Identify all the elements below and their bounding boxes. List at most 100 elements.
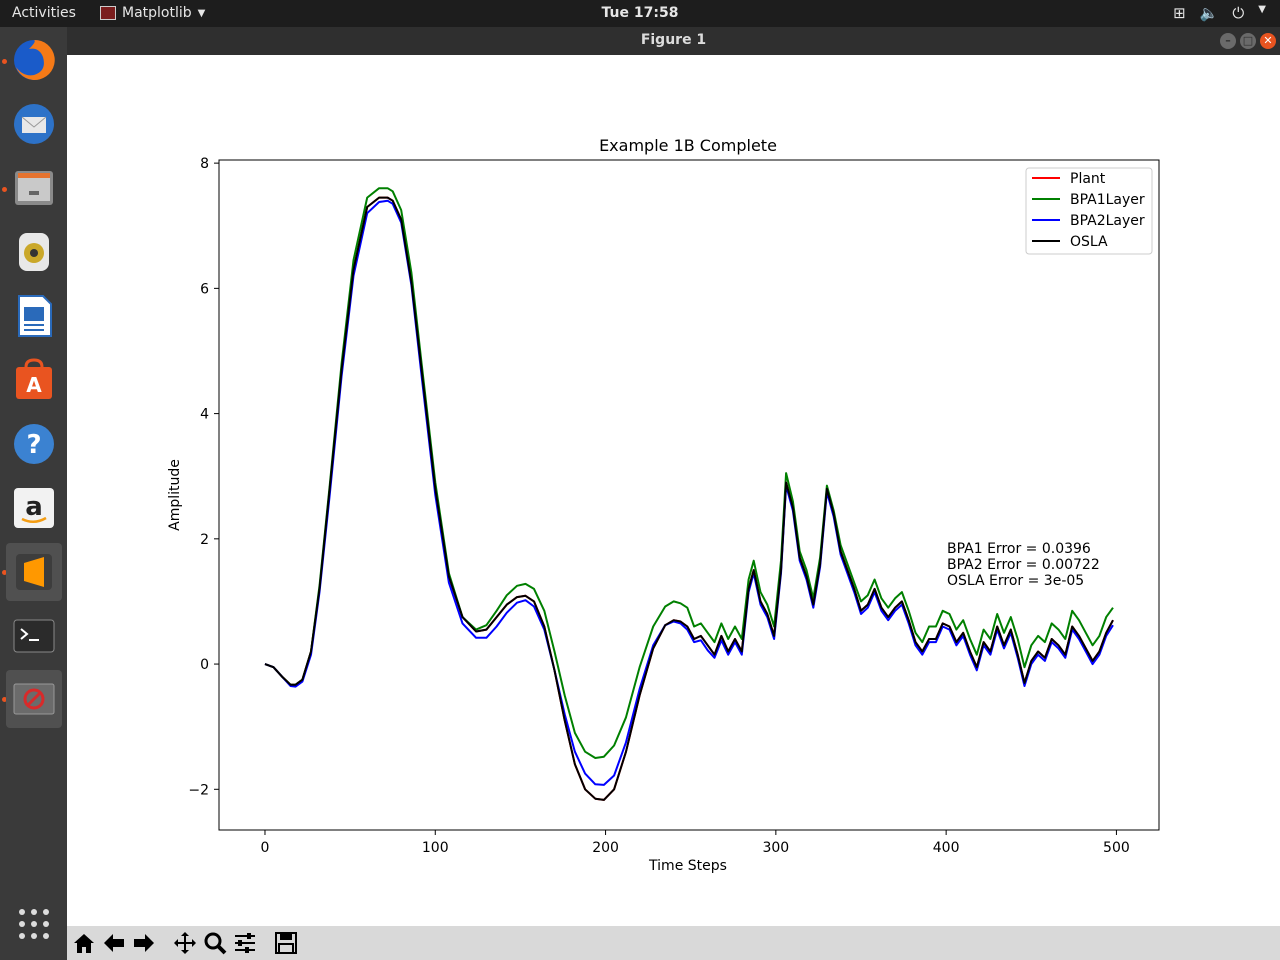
x-tick-label: 0 bbox=[261, 840, 270, 856]
figure-window-icon bbox=[13, 683, 55, 715]
files-icon bbox=[15, 171, 53, 205]
system-tray[interactable]: ⊞ 🔈 ⏻ ▼ bbox=[1173, 4, 1266, 22]
series-line-plant bbox=[264, 196, 1114, 801]
volume-icon: 🔈 bbox=[1199, 4, 1219, 22]
clock[interactable]: Tue 17:58 bbox=[601, 5, 679, 21]
forward-arrow-icon bbox=[133, 934, 154, 952]
legend-label-plant: Plant bbox=[1070, 171, 1106, 187]
legend-label-bpa1layer: BPA1Layer bbox=[1070, 192, 1145, 208]
svg-text:?: ? bbox=[26, 430, 41, 460]
show-applications-button[interactable] bbox=[6, 895, 62, 953]
terminal-icon bbox=[13, 619, 55, 653]
legend-label-bpa2layer: BPA2Layer bbox=[1070, 213, 1145, 229]
series-line-bpa2layer bbox=[264, 199, 1114, 786]
mail-icon bbox=[14, 104, 54, 144]
legend: Plant BPA1Layer BPA2Layer OSLA bbox=[1025, 167, 1153, 255]
dock-item-sublime[interactable] bbox=[6, 543, 62, 601]
home-icon bbox=[73, 934, 94, 953]
chevron-down-icon: ▼ bbox=[197, 7, 206, 19]
error-annotation: BPA1 Error = 0.0396 BPA2 Error = 0.00722… bbox=[947, 541, 1100, 589]
home-button[interactable] bbox=[70, 930, 97, 956]
dock-item-files[interactable] bbox=[6, 159, 62, 217]
annotation-line-bpa1: BPA1 Error = 0.0396 bbox=[947, 541, 1091, 557]
app-grid-icon bbox=[19, 909, 49, 939]
y-tick-label: 0 bbox=[200, 657, 209, 673]
matplotlib-app-icon bbox=[100, 6, 116, 20]
series-line-bpa1layer bbox=[264, 187, 1114, 759]
configure-icon bbox=[234, 933, 255, 953]
minimize-button[interactable]: – bbox=[1220, 33, 1236, 49]
y-tick-label: 4 bbox=[200, 407, 209, 423]
back-arrow-icon bbox=[103, 934, 124, 952]
configure-button[interactable] bbox=[231, 930, 258, 956]
running-indicator bbox=[2, 570, 7, 575]
y-tick-label: 6 bbox=[200, 281, 209, 297]
line-chart[interactable]: Example 1B Complete 0 100 200 300 400 500 −2 0… bbox=[67, 55, 1280, 926]
store-icon: A bbox=[16, 358, 52, 399]
dock-item-thunderbird[interactable] bbox=[6, 95, 62, 153]
maximize-icon: □ bbox=[1242, 34, 1254, 47]
dock-item-help[interactable]: ? bbox=[6, 415, 62, 473]
forward-button[interactable] bbox=[130, 930, 157, 956]
zoom-button[interactable] bbox=[201, 930, 228, 956]
x-tick-label: 200 bbox=[592, 840, 619, 856]
y-tick-label: −2 bbox=[188, 782, 209, 798]
app-menu-label: Matplotlib bbox=[122, 5, 192, 21]
amazon-icon: a bbox=[14, 488, 54, 528]
firefox-icon bbox=[14, 39, 55, 80]
close-button[interactable]: ✕ bbox=[1260, 33, 1276, 49]
dock-item-software[interactable]: A bbox=[6, 351, 62, 409]
dock-item-amazon[interactable]: a bbox=[6, 479, 62, 537]
chevron-down-icon: ▼ bbox=[1258, 4, 1266, 15]
y-tick-label: 2 bbox=[200, 532, 209, 548]
dock: A ? a bbox=[0, 27, 67, 960]
dock-item-figure[interactable] bbox=[6, 670, 62, 728]
dock-item-writer[interactable] bbox=[6, 287, 62, 345]
x-tick-label: 400 bbox=[933, 840, 960, 856]
svg-text:A: A bbox=[26, 373, 42, 397]
figure-canvas[interactable]: Example 1B Complete 0 100 200 300 400 500 −2 0… bbox=[67, 55, 1280, 926]
maximize-button[interactable]: □ bbox=[1240, 33, 1256, 49]
x-axis-label: Time Steps bbox=[648, 858, 727, 874]
minimize-icon: – bbox=[1225, 34, 1231, 47]
matplotlib-toolbar bbox=[67, 926, 1280, 960]
y-axis: −2 0 2 4 6 8 bbox=[188, 156, 219, 798]
svg-text:a: a bbox=[25, 492, 43, 522]
dock-item-firefox[interactable] bbox=[6, 31, 62, 89]
y-axis-label: Amplitude bbox=[167, 459, 183, 531]
chart-title: Example 1B Complete bbox=[599, 136, 777, 155]
plot-frame bbox=[218, 159, 1160, 831]
top-bar: Activities Matplotlib ▼ Tue 17:58 ⊞ 🔈 ⏻ … bbox=[0, 0, 1280, 27]
back-button[interactable] bbox=[100, 930, 127, 956]
activities-button[interactable]: Activities bbox=[12, 5, 76, 21]
app-menu[interactable]: Matplotlib ▼ bbox=[100, 5, 205, 21]
window-titlebar[interactable]: Figure 1 – □ ✕ bbox=[67, 27, 1280, 55]
sublime-icon bbox=[16, 554, 52, 590]
power-icon: ⏻ bbox=[1232, 4, 1245, 22]
pan-icon bbox=[173, 932, 196, 954]
network-icon: ⊞ bbox=[1173, 4, 1186, 22]
annotation-line-osla: OSLA Error = 3e-05 bbox=[947, 573, 1084, 589]
dock-item-terminal[interactable] bbox=[6, 607, 62, 665]
help-icon: ? bbox=[14, 424, 54, 464]
legend-box bbox=[1025, 167, 1153, 255]
plot-series bbox=[264, 187, 1114, 801]
legend-label-osla: OSLA bbox=[1070, 234, 1108, 250]
window-title: Figure 1 bbox=[640, 32, 707, 48]
music-icon bbox=[19, 233, 49, 271]
running-indicator bbox=[2, 59, 7, 64]
x-axis: 0 100 200 300 400 500 bbox=[261, 830, 1130, 856]
y-tick-label: 8 bbox=[200, 156, 209, 172]
x-tick-label: 500 bbox=[1103, 840, 1130, 856]
save-button[interactable] bbox=[272, 930, 299, 956]
dock-item-rhythmbox[interactable] bbox=[6, 223, 62, 281]
series-line-osla bbox=[264, 196, 1114, 801]
zoom-icon bbox=[204, 932, 226, 955]
running-indicator bbox=[2, 187, 7, 192]
save-icon bbox=[274, 932, 297, 954]
x-tick-label: 100 bbox=[422, 840, 449, 856]
document-icon bbox=[18, 295, 52, 337]
annotation-line-bpa2: BPA2 Error = 0.00722 bbox=[947, 557, 1100, 573]
close-icon: ✕ bbox=[1263, 34, 1273, 47]
pan-button[interactable] bbox=[171, 930, 198, 956]
